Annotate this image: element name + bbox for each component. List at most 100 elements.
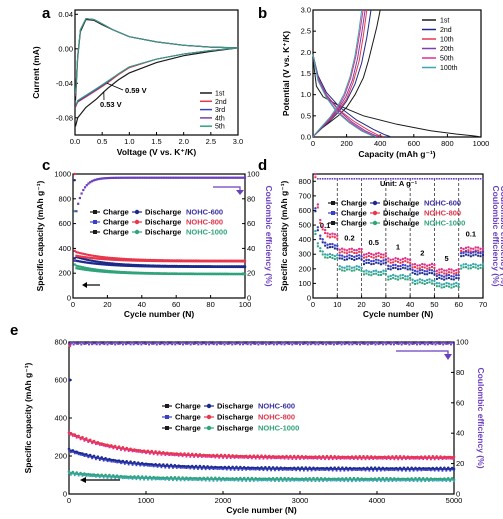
data-point-NOHC-600-charge xyxy=(445,277,448,280)
data-point-NOHC-1000-charge xyxy=(482,265,484,268)
data-point-NOHC-1000-charge xyxy=(389,478,392,481)
data-point-NOHC-600-discharge xyxy=(406,265,409,268)
data-point-NOHC-1000 charge xyxy=(207,273,210,276)
data-point-NOHC-800-discharge xyxy=(384,252,388,255)
data-point-NOHC-800-charge xyxy=(479,250,482,253)
data-point-ce xyxy=(168,342,171,345)
data-point-NOHC-600-discharge xyxy=(455,274,458,277)
data-point-NOHC-600-charge xyxy=(343,469,346,472)
data-point-NOHC-800-discharge xyxy=(479,247,482,251)
data-point-NOHC-600-charge xyxy=(367,261,370,264)
data-point-ce xyxy=(228,342,231,345)
data-point-ce xyxy=(389,343,392,346)
data-point-NOHC-600-discharge xyxy=(428,268,431,272)
data-point-NOHC-600 charge xyxy=(137,265,140,268)
data-point-NOHC-600-charge xyxy=(469,255,472,258)
data-point-NOHC-600-charge xyxy=(364,469,367,472)
data-point-Coulombic efficiency xyxy=(178,176,181,179)
data-point-ce xyxy=(443,341,446,344)
data-point-NOHC-1000 charge xyxy=(219,273,223,276)
data-point-NOHC-1000-charge xyxy=(349,478,351,481)
data-point-NOHC-800 charge xyxy=(197,260,200,263)
data-point-ce xyxy=(280,343,283,346)
legend-label-2nd: 2nd xyxy=(215,99,227,106)
data-point-NOHC-600-charge xyxy=(384,261,387,264)
data-point-NOHC-800-charge xyxy=(96,442,99,445)
data-point-NOHC-800-charge xyxy=(312,457,315,460)
data-point-NOHC-1000-charge xyxy=(245,480,247,482)
data-point-ce xyxy=(342,341,345,344)
data-point-NOHC-600-charge xyxy=(274,469,276,472)
data-point-ce xyxy=(114,343,117,346)
data-point-ce xyxy=(319,342,322,345)
data-point-ce xyxy=(120,341,123,344)
data-point-ce xyxy=(351,343,354,346)
data-point-NOHC-600-charge xyxy=(431,272,433,275)
data-point-Coulombic efficiency xyxy=(190,176,193,179)
data-point-Coulombic efficiency xyxy=(180,176,183,179)
data-point-NOHC-1000-charge xyxy=(183,479,186,482)
data-point-Coulombic efficiency xyxy=(221,176,224,179)
data-point-NOHC-600-charge xyxy=(401,469,403,472)
data-point-ce xyxy=(269,342,272,345)
data-point-NOHC-800-charge xyxy=(375,255,378,258)
data-point-NOHC-600 charge xyxy=(80,260,83,263)
data-point-ce xyxy=(88,343,91,346)
x-tick-label: 3000 xyxy=(292,496,309,505)
data-point-NOHC-600 charge xyxy=(200,265,204,268)
data-point-ce xyxy=(397,343,400,346)
data-point-NOHC-600-charge xyxy=(195,466,197,469)
data-point-NOHC-1000-charge xyxy=(329,479,332,482)
data-point-NOHC-600-charge xyxy=(350,257,353,260)
data-point-NOHC-1000-charge xyxy=(114,477,117,480)
data-point-Coulombic efficiency xyxy=(161,176,164,179)
data-point-NOHC-600-charge xyxy=(147,464,149,467)
y-tick-label: 300 xyxy=(298,250,311,259)
data-point-NOHC-600 charge xyxy=(133,264,137,268)
data-point-ce xyxy=(91,343,94,346)
data-point-NOHC-600-charge xyxy=(139,464,142,467)
data-point-NOHC-800-charge xyxy=(239,456,242,459)
data-point-NOHC-600-charge xyxy=(428,468,430,471)
data-point-ce xyxy=(245,342,248,345)
data-point-NOHC-1000 charge xyxy=(230,273,233,276)
data-point-NOHC-1000 charge xyxy=(144,272,147,275)
x-tick-label: 10 xyxy=(333,300,341,309)
data-point-NOHC-800-discharge xyxy=(459,246,463,250)
data-point-NOHC-600-charge xyxy=(231,467,234,470)
data-point-NOHC-600-charge xyxy=(416,469,419,472)
data-point-NOHC-1000-discharge xyxy=(387,275,390,278)
data-point-NOHC-1000-charge xyxy=(291,479,294,481)
data-point-NOHC-800-charge xyxy=(295,458,298,460)
data-point-NOHC-1000-charge xyxy=(68,472,70,475)
data-point-NOHC-1000-charge xyxy=(212,479,215,482)
data-point-NOHC-1000-charge xyxy=(411,281,414,284)
data-point-NOHC-1000-charge xyxy=(102,476,105,479)
data-point-ce xyxy=(334,178,336,180)
data-point-NOHC-600-charge xyxy=(404,267,407,270)
data-point-ce xyxy=(336,178,339,180)
data-point-Coulombic efficiency xyxy=(187,176,190,179)
data-point-NOHC-600 charge xyxy=(223,265,226,269)
data-point-ce xyxy=(205,343,208,346)
data-point-NOHC-600-charge xyxy=(229,468,232,471)
data-point-NOHC-1000-charge xyxy=(293,479,296,482)
data-point-NOHC-600-charge xyxy=(382,262,385,265)
data-point-ce xyxy=(439,342,442,345)
data-point-ce xyxy=(115,341,118,344)
data-point-ce xyxy=(404,178,407,180)
data-point-NOHC-600 charge xyxy=(75,259,78,262)
data-point-NOHC-1000-discharge xyxy=(350,266,354,269)
arrow-ce-head xyxy=(236,190,244,195)
data-point-NOHC-800-charge xyxy=(349,457,351,460)
data-point-NOHC-600-charge xyxy=(465,253,467,256)
data-point-NOHC-1000-discharge xyxy=(323,253,327,256)
data-point-NOHC-1000-charge xyxy=(285,480,288,482)
data-point-ce xyxy=(375,178,377,180)
data-point-NOHC-1000-charge xyxy=(457,286,460,289)
data-point-NOHC-600-charge xyxy=(406,468,409,471)
data-point-ce xyxy=(383,341,386,344)
data-point-NOHC-600 charge xyxy=(166,265,169,268)
data-point-NOHC-1000-charge xyxy=(131,478,134,480)
data-point-NOHC-1000 charge xyxy=(101,270,104,273)
